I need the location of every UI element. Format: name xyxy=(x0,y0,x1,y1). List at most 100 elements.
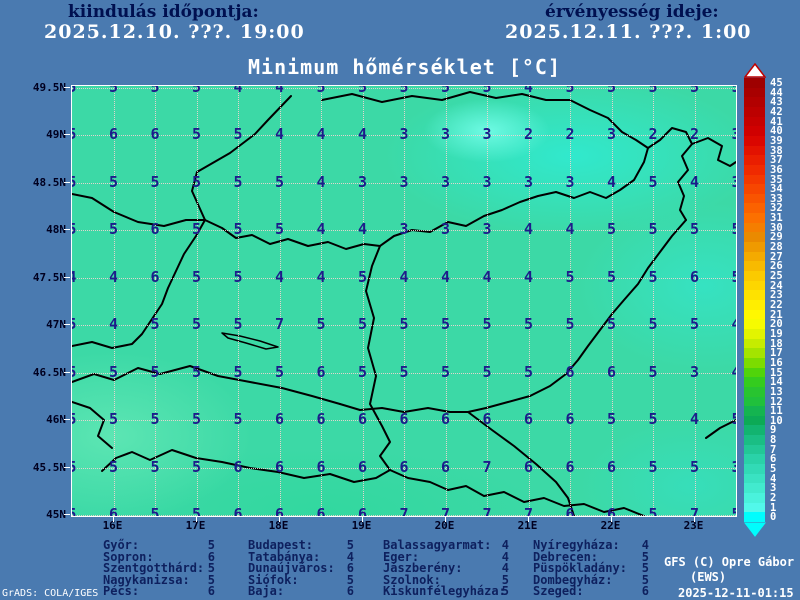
temperature-value: 5 xyxy=(606,410,617,429)
colorbar-segment xyxy=(744,464,765,475)
temperature-value: 5 xyxy=(689,220,700,239)
temperature-value: 6 xyxy=(565,504,575,517)
station-name: Debrecen: xyxy=(533,549,599,564)
lat-tick xyxy=(64,371,70,373)
lon-axis-label: 16E xyxy=(102,519,123,532)
colorbar-segment xyxy=(744,396,765,407)
temperature-value: 5 xyxy=(523,315,534,334)
temperature-value: 5 xyxy=(689,457,700,476)
temperature-value: 5 xyxy=(316,315,326,334)
lat-tick xyxy=(64,276,70,278)
temperature-value: 4 xyxy=(523,220,534,239)
station-value: 5 xyxy=(501,584,509,599)
temperature-value: 4 xyxy=(565,220,575,239)
station-name: Győr: xyxy=(103,538,140,552)
colorbar-segment xyxy=(744,184,765,195)
temperature-value: 6 xyxy=(233,457,243,476)
temperature-value: 6 xyxy=(150,267,160,286)
temperature-value: 3 xyxy=(357,172,368,191)
temperature-value: 5 xyxy=(648,457,658,476)
colorbar-label: 5 xyxy=(770,463,777,476)
grid-line-vertical xyxy=(653,86,654,516)
border-austria xyxy=(72,219,206,349)
colorbar-label: 2 xyxy=(770,492,777,505)
temperature-value: 5 xyxy=(606,315,617,334)
colorbar-label: 37 xyxy=(770,154,783,167)
temperature-value: 4 xyxy=(606,172,617,191)
lat-axis-label: 46N xyxy=(46,413,66,427)
station-name: Szeged: xyxy=(533,584,584,599)
temperature-value: 4 xyxy=(731,317,736,332)
temperature-value: 5 xyxy=(648,315,658,334)
lon-tick xyxy=(361,516,363,522)
lon-tick xyxy=(195,516,197,522)
station-name: Dombegyház: xyxy=(533,572,613,587)
temperature-value: 5 xyxy=(565,315,575,334)
station-name: Tatabánya: xyxy=(248,549,321,564)
station-value: 6 xyxy=(207,549,215,564)
temperature-value: 5 xyxy=(274,220,285,239)
colorbar-label: 20 xyxy=(770,318,783,331)
temperature-value: 5 xyxy=(648,172,658,191)
colorbar-segment xyxy=(744,425,765,436)
colorbar-label: 29 xyxy=(770,231,783,244)
station-name: Szentgotthárd: xyxy=(103,561,205,576)
colorbar-segment xyxy=(744,473,765,484)
colorbar-label: 41 xyxy=(770,115,783,128)
station-value: 5 xyxy=(346,572,354,587)
station-value: 4 xyxy=(501,549,509,564)
lon-tick xyxy=(693,516,695,522)
colorbar-label: 17 xyxy=(770,347,783,360)
temperature-value: 3 xyxy=(399,172,409,191)
lat-tick xyxy=(64,419,70,421)
colorbar-label: 13 xyxy=(770,385,783,398)
colorbar-label: 19 xyxy=(770,327,783,340)
colorbar-label: 30 xyxy=(770,221,783,234)
colorbar-label: 21 xyxy=(770,308,783,321)
colorbar-segment xyxy=(744,328,765,340)
temperature-value: 5 xyxy=(72,174,77,190)
temperature-value: 5 xyxy=(150,172,160,191)
temperature-value: 4 xyxy=(689,410,700,429)
temperature-value: 6 xyxy=(399,410,409,429)
grid-line-horizontal xyxy=(72,420,736,422)
temperature-value: 4 xyxy=(274,125,285,144)
colorbar-segment xyxy=(744,271,765,282)
temperature-value: 3 xyxy=(606,125,617,144)
colorbar-segment xyxy=(744,222,765,233)
colorbar-label: 22 xyxy=(770,299,783,311)
lat-axis-label: 45.5N xyxy=(32,460,66,474)
temperature-value: 5 xyxy=(233,267,243,286)
colorbar-segment xyxy=(744,251,765,262)
colorbar-segment xyxy=(744,164,765,175)
temperature-value: 3 xyxy=(482,125,492,144)
grid-line-vertical xyxy=(528,86,530,516)
temperature-value: 2 xyxy=(689,125,700,144)
temperature-value: 5 xyxy=(648,504,658,517)
colorbar-label: 18 xyxy=(770,337,783,350)
lon-axis-label: 22E xyxy=(600,519,621,532)
temperature-value: 6 xyxy=(357,410,368,429)
colorbar-segment xyxy=(744,483,765,494)
temperature-value: 4 xyxy=(72,269,77,285)
station-value: 4 xyxy=(501,561,509,576)
temperature-value: 5 xyxy=(72,317,77,332)
colorbar-label: 6 xyxy=(770,453,777,466)
lat-axis-label: 49.5N xyxy=(32,81,66,94)
lon-axis-label: 21E xyxy=(517,519,538,532)
temperature-value: 5 xyxy=(523,362,534,381)
temperature-value: 5 xyxy=(689,315,700,334)
credit-org: (EWS) xyxy=(690,570,727,584)
temperature-value: 6 xyxy=(233,504,243,517)
colorbar-label: 24 xyxy=(770,279,783,292)
colorbar-label: 14 xyxy=(770,376,783,389)
temperature-value: 5 xyxy=(648,267,658,286)
temperature-value: 5 xyxy=(482,362,492,381)
station-value: 5 xyxy=(207,561,215,576)
grads-stamp: GrADS: COLA/IGES xyxy=(2,588,99,599)
temperature-value: 6 xyxy=(150,125,160,144)
grid-line-vertical xyxy=(196,86,198,516)
temperature-value: 3 xyxy=(482,172,492,191)
colorbar-segment xyxy=(744,454,765,465)
